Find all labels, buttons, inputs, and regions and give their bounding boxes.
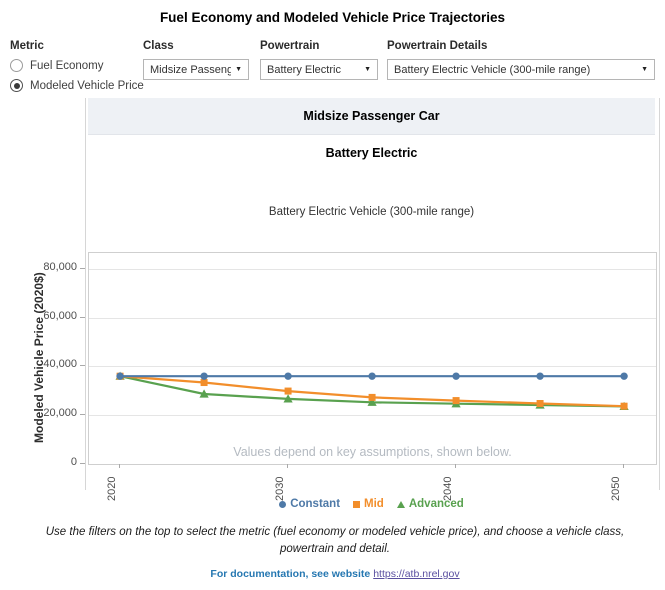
chevron-down-icon: ▼: [235, 66, 242, 73]
y-tick-mark: [80, 267, 85, 269]
x-tick-mark: [622, 464, 624, 468]
class-header-text: Midsize Passenger Car: [303, 109, 440, 123]
radio-label[interactable]: Fuel Economy: [30, 59, 104, 72]
data-point-mid[interactable]: [200, 379, 208, 387]
powertrain-details-dropdown[interactable]: Battery Electric Vehicle (300-mile range…: [387, 59, 655, 80]
documentation-line: For documentation, see website https://a…: [35, 568, 635, 580]
data-point-constant[interactable]: [536, 372, 544, 380]
legend-label: Constant: [290, 498, 341, 510]
y-tick-label: 80,000: [43, 260, 77, 273]
plot-annotation: Values depend on key assumptions, shown …: [233, 445, 512, 459]
radio-option-fuel-economy[interactable]: Fuel Economy: [10, 59, 144, 72]
legend-item-advanced[interactable]: Advanced: [396, 498, 464, 510]
powertrain-details-filter: Powertrain Details Battery Electric Vehi…: [387, 40, 655, 80]
data-point-mid[interactable]: [620, 402, 628, 410]
data-point-advanced[interactable]: [283, 394, 293, 403]
y-axis-tick-marks: [80, 252, 86, 464]
documentation-link[interactable]: https://atb.nrel.gov: [373, 568, 460, 580]
radio-button-unselected[interactable]: [10, 59, 23, 72]
y-tick-mark: [80, 463, 85, 464]
radio-button-selected[interactable]: [10, 79, 23, 92]
powertrain-details-dropdown-value: Battery Electric Vehicle (300-mile range…: [394, 63, 591, 76]
data-point-constant[interactable]: [620, 372, 628, 380]
class-header-band: Midsize Passenger Car: [88, 98, 655, 135]
powertrain-dropdown[interactable]: Battery Electric ▼: [260, 59, 378, 80]
powertrain-filter-label: Powertrain: [260, 40, 320, 52]
data-point-mid[interactable]: [368, 393, 376, 401]
chart-panel: Midsize Passenger Car Battery Electric B…: [85, 98, 660, 501]
plot-area: Values depend on key assumptions, shown …: [88, 252, 657, 465]
y-tick-label: 60,000: [43, 309, 77, 322]
data-point-mid[interactable]: [452, 397, 460, 405]
y-tick-label: 0: [70, 456, 77, 468]
powertrain-dropdown-value: Battery Electric: [267, 63, 341, 76]
x-tick-mark: [454, 464, 456, 468]
legend-label: Advanced: [408, 498, 464, 510]
chevron-down-icon: ▼: [364, 66, 371, 73]
gridline: [89, 366, 656, 368]
radio-label[interactable]: Modeled Vehicle Price: [30, 79, 144, 92]
class-dropdown[interactable]: Midsize Passenger ... ▼: [143, 59, 249, 80]
data-point-advanced[interactable]: [199, 389, 209, 398]
powertrain-header-text: Battery Electric: [325, 146, 418, 160]
radio-option-modeled-vehicle-price[interactable]: Modeled Vehicle Price: [10, 79, 144, 92]
y-tick-label: 40,000: [43, 358, 77, 371]
legend-item-constant[interactable]: Constant: [279, 498, 340, 510]
square-marker-icon: [353, 500, 361, 508]
page-title: Fuel Economy and Modeled Vehicle Price T…: [159, 10, 506, 25]
data-point-constant[interactable]: [116, 372, 124, 380]
circle-marker-icon: [279, 500, 287, 508]
data-point-constant[interactable]: [200, 372, 208, 380]
gridline: [89, 317, 656, 319]
legend-item-mid[interactable]: Mid: [353, 498, 384, 510]
y-tick-mark: [80, 316, 85, 318]
gridline: [89, 415, 656, 417]
chevron-down-icon: ▼: [641, 66, 648, 73]
y-axis-tick-labels: 0 20,000 40,000 60,000 80,000: [0, 252, 77, 468]
x-axis: 2020 2030 2040 2050: [88, 464, 655, 501]
class-dropdown-value: Midsize Passenger ...: [150, 63, 232, 76]
powertrain-details-filter-label: Powertrain Details: [387, 40, 488, 52]
y-tick-mark: [80, 365, 85, 367]
line-chart: [115, 371, 629, 411]
x-tick-mark: [118, 464, 120, 468]
triangle-marker-icon: [396, 500, 405, 508]
data-point-advanced[interactable]: [367, 397, 377, 406]
y-tick-label: 20,000: [43, 407, 77, 420]
y-tick-mark: [80, 414, 85, 416]
powertrain-filter: Powertrain Battery Electric ▼: [260, 40, 378, 80]
gridline: [89, 268, 656, 270]
data-point-constant[interactable]: [284, 372, 292, 380]
documentation-text: For documentation, see website: [210, 568, 371, 580]
x-tick-mark: [286, 464, 288, 468]
metric-filter-label: Metric: [10, 40, 44, 52]
chart-legend: Constant Mid Advanced: [88, 496, 655, 512]
class-filter: Class Midsize Passenger ... ▼: [143, 40, 249, 80]
data-point-mid[interactable]: [284, 387, 292, 395]
detail-header-text: Battery Electric Vehicle (300-mile range…: [268, 206, 475, 218]
legend-label: Mid: [364, 498, 384, 510]
data-point-constant[interactable]: [368, 372, 376, 380]
data-point-constant[interactable]: [452, 372, 460, 380]
class-filter-label: Class: [143, 40, 174, 52]
metric-filter: Metric Fuel Economy Modeled Vehicle Pric…: [10, 40, 144, 99]
footer-instructions: Use the filters on the top to select the…: [45, 526, 625, 555]
data-point-mid[interactable]: [536, 400, 544, 408]
